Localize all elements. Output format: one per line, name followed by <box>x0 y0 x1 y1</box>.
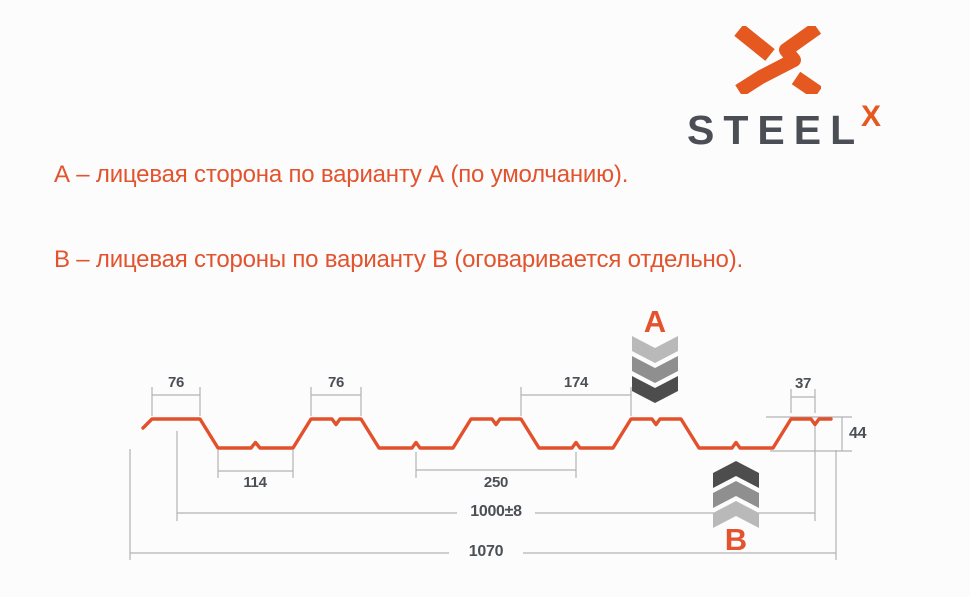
side-b-label: B <box>724 522 748 557</box>
dim-250-lines <box>415 452 577 478</box>
dim-label-1070: 1070 <box>468 543 504 560</box>
dim-label-250: 250 <box>483 474 509 491</box>
dim-76-mid-lines <box>310 387 362 416</box>
dim-label-114: 114 <box>243 474 267 491</box>
side-a-arrow-icon <box>632 336 678 403</box>
dim-76-left-lines <box>151 387 201 416</box>
dim-label-1000: 1000±8 <box>470 503 522 520</box>
side-b-arrow-icon <box>713 461 759 528</box>
chevron-up-icon <box>713 481 759 508</box>
chevron-down-icon <box>632 356 678 383</box>
logo-x-top-left-stroke <box>734 24 775 61</box>
heading-variant-a: А – лицевая сторона по варианту А (по ум… <box>54 161 629 188</box>
dim-label-44: 44 <box>849 425 867 442</box>
heading-variant-b: В – лицевая стороны по варианту В (огова… <box>54 246 743 273</box>
logo <box>733 22 823 100</box>
logo-x-bottom-right-stroke <box>791 71 823 100</box>
sheet-profile-outline <box>141 417 833 450</box>
dim-114-lines <box>217 450 294 478</box>
logo-superscript-x: X <box>861 100 882 133</box>
dim-label-76-mid: 76 <box>327 374 345 391</box>
chevron-up-icon <box>713 501 759 528</box>
dimension-lines <box>129 387 852 560</box>
chevron-down-icon <box>632 336 678 363</box>
side-a-label: A <box>643 304 667 339</box>
chevron-up-icon <box>713 461 759 488</box>
dim-label-76-left: 76 <box>167 374 185 391</box>
dim-1070-lines <box>129 449 837 560</box>
logo-x-icon <box>734 22 823 100</box>
chevron-down-icon <box>632 376 678 403</box>
dim-1000-lines <box>176 426 816 521</box>
dim-44-lines <box>766 416 852 452</box>
dim-37-lines <box>790 389 816 413</box>
dim-label-174: 174 <box>563 374 589 391</box>
logo-wordmark: STEEL <box>687 107 865 153</box>
dim-label-37: 37 <box>794 375 812 392</box>
dim-174-lines <box>520 387 632 416</box>
logo-x-s-band-stroke <box>735 22 822 97</box>
